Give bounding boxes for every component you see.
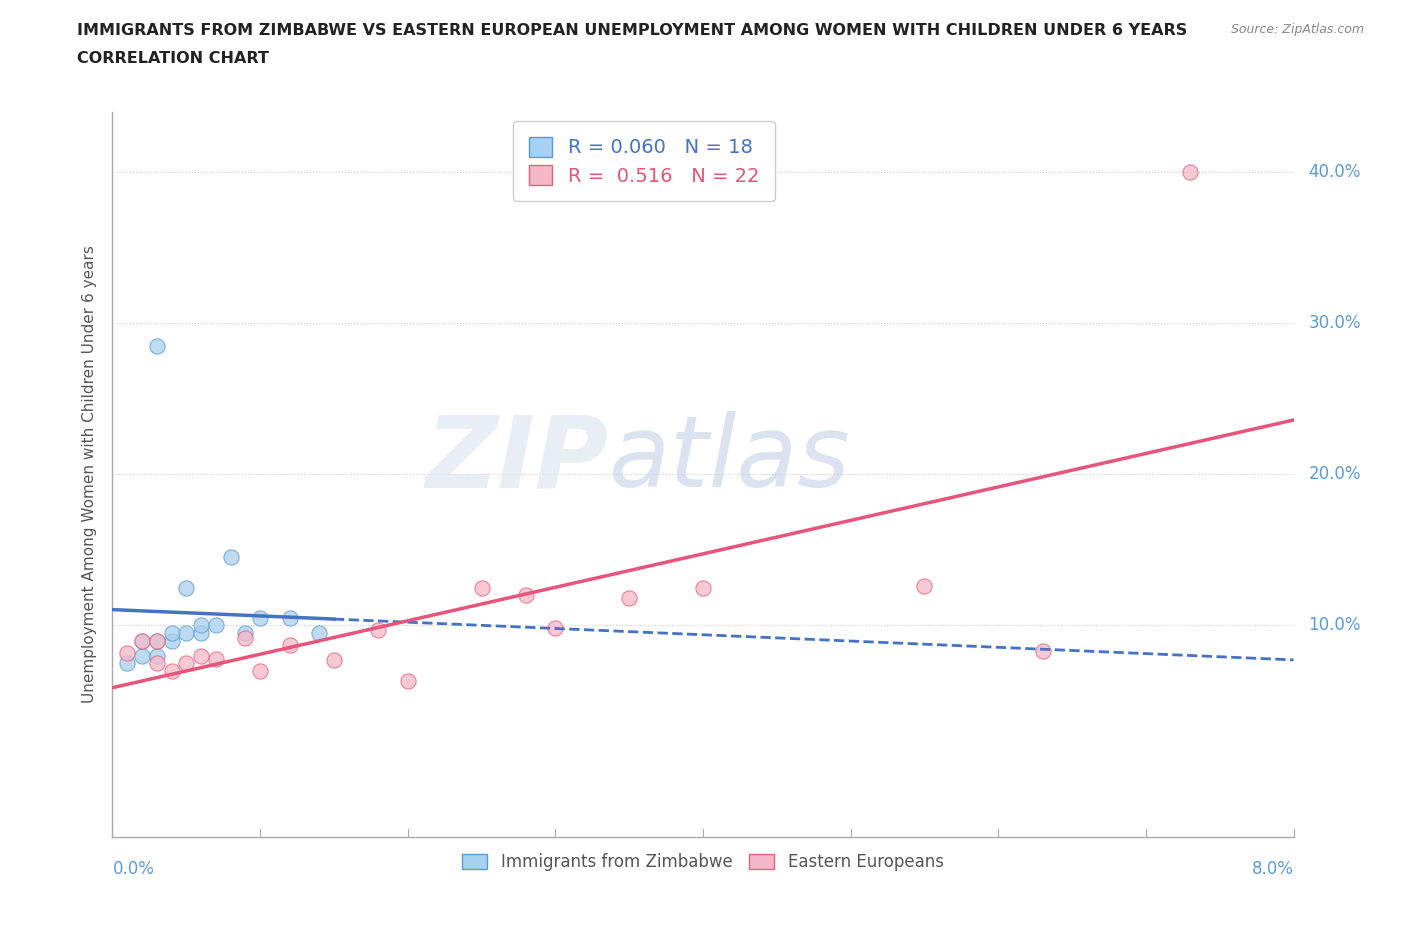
Point [249,663,271,678]
Text: 8.0%: 8.0% [1251,859,1294,878]
Point [160,626,183,641]
Point [692,580,714,595]
Text: 30.0%: 30.0% [1309,314,1361,332]
Point [131,633,153,648]
Point [367,622,389,637]
Text: 10.0%: 10.0% [1309,617,1361,634]
Y-axis label: Unemployment Among Women with Children Under 6 years: Unemployment Among Women with Children U… [82,246,97,703]
Point [233,626,256,641]
Text: CORRELATION CHART: CORRELATION CHART [77,51,269,66]
Point [205,618,228,633]
Point [174,656,197,671]
Point [544,621,567,636]
Point [117,656,138,671]
Text: ZIP: ZIP [426,411,609,509]
Point [219,550,242,565]
Legend: Immigrants from Zimbabwe, Eastern Europeans: Immigrants from Zimbabwe, Eastern Europe… [454,844,952,880]
Point [1178,165,1201,179]
Point [619,591,641,605]
Point [146,339,169,353]
Point [323,653,346,668]
Point [146,633,169,648]
Point [190,648,212,663]
Point [146,656,169,671]
Point [146,633,169,648]
Text: 0.0%: 0.0% [112,859,155,878]
Point [914,578,936,593]
Point [190,626,212,641]
Point [160,663,183,678]
Point [131,633,153,648]
Point [174,626,197,641]
Point [308,626,330,641]
Text: IMMIGRANTS FROM ZIMBABWE VS EASTERN EUROPEAN UNEMPLOYMENT AMONG WOMEN WITH CHILD: IMMIGRANTS FROM ZIMBABWE VS EASTERN EURO… [77,23,1188,38]
Point [278,638,301,653]
Point [249,610,271,625]
Point [146,648,169,663]
Point [471,580,494,595]
Point [278,610,301,625]
Point [396,674,419,689]
Point [515,588,537,603]
Point [233,631,256,645]
Point [205,651,228,666]
Text: atlas: atlas [609,411,851,509]
Point [1032,644,1054,658]
Point [160,633,183,648]
Text: 20.0%: 20.0% [1309,465,1361,484]
Text: 40.0%: 40.0% [1309,163,1361,181]
Point [117,645,138,660]
Point [131,648,153,663]
Point [190,618,212,633]
Text: Source: ZipAtlas.com: Source: ZipAtlas.com [1230,23,1364,36]
Point [174,580,197,595]
